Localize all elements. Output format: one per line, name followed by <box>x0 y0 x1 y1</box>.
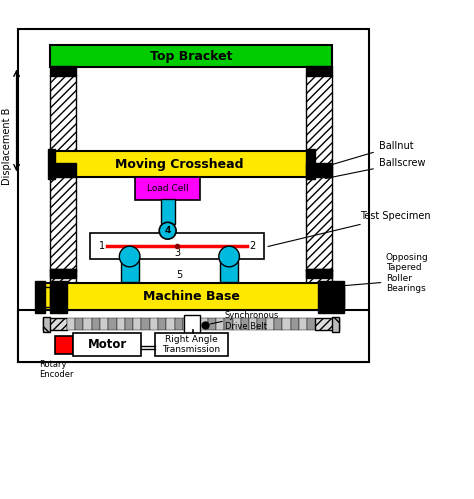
Text: 4: 4 <box>164 226 171 235</box>
Bar <box>36 281 45 313</box>
Bar <box>318 281 334 313</box>
Text: Load Cell: Load Cell <box>147 184 189 193</box>
Bar <box>291 318 299 330</box>
Bar <box>108 318 117 330</box>
Bar <box>39 283 344 310</box>
Bar <box>141 318 150 330</box>
Bar <box>39 287 50 307</box>
Text: Synchronous
Drive Belt: Synchronous Drive Belt <box>225 311 279 330</box>
Bar <box>233 318 241 330</box>
Bar <box>161 199 175 224</box>
Text: Motor: Motor <box>88 338 127 351</box>
Text: Opposing
Tapered
Roller
Bearings: Opposing Tapered Roller Bearings <box>386 253 428 293</box>
Circle shape <box>159 222 176 239</box>
Text: Test Specimen: Test Specimen <box>268 211 431 247</box>
Text: Right Angle
Transmission: Right Angle Transmission <box>162 335 220 354</box>
Bar <box>183 318 191 330</box>
Text: 1: 1 <box>99 241 105 251</box>
Bar <box>90 233 264 259</box>
Bar <box>191 318 200 330</box>
Bar <box>155 333 228 356</box>
Bar <box>332 287 344 307</box>
Bar <box>334 281 344 313</box>
Bar <box>315 318 339 330</box>
Bar <box>18 29 369 362</box>
Bar <box>306 149 315 179</box>
Text: Ballscrew: Ballscrew <box>325 158 425 179</box>
Bar <box>50 75 76 270</box>
Bar <box>208 318 216 330</box>
Bar <box>257 318 266 330</box>
Bar <box>166 318 174 330</box>
Bar <box>150 318 158 330</box>
Bar <box>306 65 332 76</box>
Bar <box>43 316 50 332</box>
Bar <box>50 163 76 177</box>
Bar <box>158 318 166 330</box>
Bar <box>174 318 183 330</box>
Bar <box>224 318 233 330</box>
Bar <box>274 318 283 330</box>
Bar <box>307 318 315 330</box>
Text: 3: 3 <box>174 249 180 258</box>
Bar <box>241 318 249 330</box>
Bar <box>100 318 108 330</box>
Bar <box>50 45 332 66</box>
Bar <box>75 318 83 330</box>
Bar <box>48 149 55 179</box>
Circle shape <box>119 246 140 267</box>
Bar <box>306 75 332 270</box>
Bar <box>200 318 208 330</box>
Text: Displacement B: Displacement B <box>2 108 12 185</box>
Bar <box>184 315 201 334</box>
Bar <box>117 318 125 330</box>
Bar <box>121 258 138 282</box>
Bar <box>83 318 91 330</box>
Bar <box>50 269 76 311</box>
Bar <box>306 269 332 311</box>
Bar <box>50 281 67 313</box>
Bar <box>332 316 339 332</box>
Bar <box>283 318 291 330</box>
Circle shape <box>219 246 239 267</box>
Text: Machine Base: Machine Base <box>143 290 239 303</box>
Text: Moving Crosshead: Moving Crosshead <box>115 158 244 171</box>
Bar <box>306 163 332 177</box>
Text: Rotary
Encoder: Rotary Encoder <box>39 360 73 379</box>
Bar <box>220 258 238 282</box>
Bar <box>50 269 76 277</box>
Bar <box>73 333 141 356</box>
Bar <box>18 310 369 362</box>
Text: Top Bracket: Top Bracket <box>150 50 232 63</box>
Bar <box>125 318 133 330</box>
Bar <box>67 318 75 330</box>
Bar <box>43 318 67 330</box>
Text: 5: 5 <box>176 270 182 280</box>
Bar <box>55 336 73 354</box>
Bar <box>299 318 307 330</box>
Text: 2: 2 <box>249 241 255 251</box>
Bar <box>50 151 309 177</box>
Bar <box>306 269 332 277</box>
Bar <box>133 318 141 330</box>
Bar <box>50 65 76 76</box>
Bar <box>91 318 100 330</box>
Text: Ballnut: Ballnut <box>325 141 413 167</box>
Bar <box>135 177 201 200</box>
Bar <box>266 318 274 330</box>
Bar <box>216 318 224 330</box>
Bar <box>249 318 257 330</box>
